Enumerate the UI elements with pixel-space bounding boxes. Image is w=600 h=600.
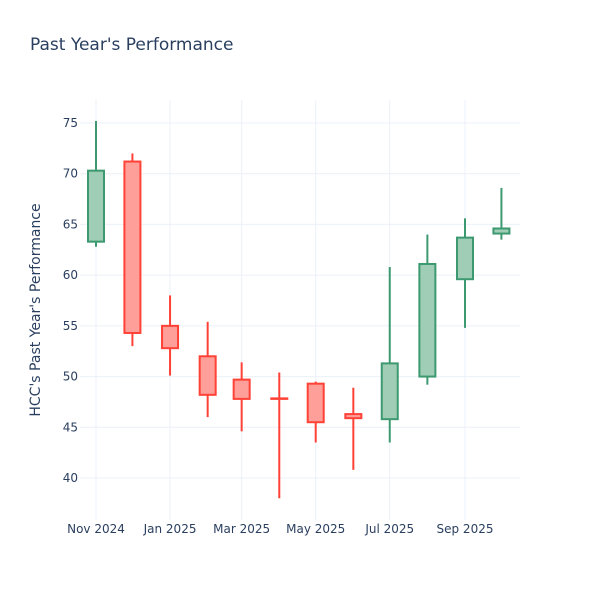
candle — [418, 234, 437, 385]
candle — [344, 387, 363, 470]
candle-body — [456, 236, 474, 281]
y-tick-label: 70 — [63, 167, 78, 181]
y-tick-label: 55 — [63, 319, 78, 333]
candle-body — [123, 160, 142, 334]
y-tick-label: 75 — [63, 116, 78, 130]
x-tick-label: Nov 2024 — [67, 522, 125, 536]
x-tick-label: Sep 2025 — [437, 522, 494, 536]
candle — [123, 153, 142, 347]
candle — [161, 295, 180, 376]
chart-title: Past Year's Performance — [30, 35, 234, 55]
candle — [492, 187, 511, 240]
y-tick-label: 50 — [63, 370, 78, 384]
x-tick-label: Mar 2025 — [213, 522, 270, 536]
y-tick-label: 60 — [63, 268, 78, 282]
candle-body — [270, 397, 289, 400]
candle-body — [161, 324, 180, 350]
x-tick-label: May 2025 — [286, 522, 345, 536]
candle — [270, 372, 289, 499]
candle-body — [344, 413, 363, 420]
x-tick-label: Jan 2025 — [143, 522, 197, 536]
y-tick-label: 40 — [63, 471, 78, 485]
candle-body — [306, 382, 325, 424]
candle — [380, 267, 399, 443]
x-axis-ticks: Nov 2024 Jan 2025 Mar 2025 May 2025 Jul 2025… — [67, 522, 493, 536]
candle-body — [198, 355, 217, 396]
y-axis-label: HCC's Past Year's Performance — [28, 203, 44, 416]
candle-body — [87, 169, 105, 243]
candles — [87, 120, 511, 499]
candle — [456, 218, 474, 328]
candle — [306, 381, 325, 443]
candle — [198, 321, 217, 418]
candle — [87, 120, 105, 247]
candle-body — [418, 262, 437, 378]
candle — [232, 362, 251, 432]
x-tick-label: Jul 2025 — [364, 522, 414, 536]
grid — [80, 100, 520, 520]
candle-body — [380, 362, 399, 421]
y-axis-ticks: 40 45 50 55 60 65 70 75 — [63, 116, 78, 485]
y-tick-label: 45 — [63, 420, 78, 434]
y-tick-label: 65 — [63, 217, 78, 231]
candle-body — [232, 378, 251, 400]
candle-body — [492, 227, 511, 235]
